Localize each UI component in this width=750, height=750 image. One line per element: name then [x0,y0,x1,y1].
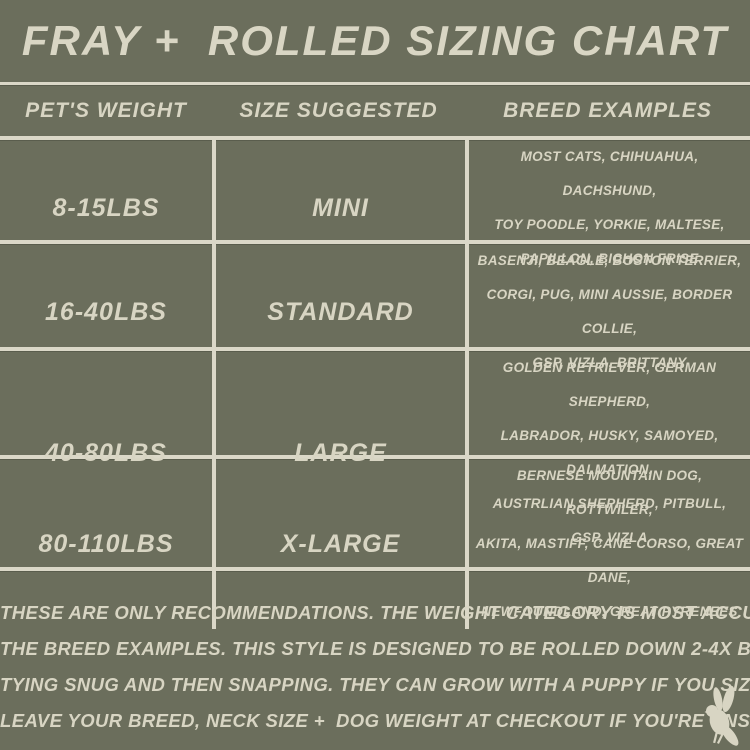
breed-line: BERNESE MOUNTAIN DOG, ROTTWILER, [516,468,703,517]
breed-line: LABRADOR, HUSKY, SAMOYED, DALMATION, [500,428,719,477]
column-header-size-suggested: SIZE SUGGESTED [239,98,438,122]
row-divider [0,240,750,244]
size-cell: STANDARD [212,244,465,380]
footer-note: THESE ARE ONLY RECOMMENDATIONS. THE WEIG… [0,571,750,739]
breed-line: MOST CATS, CHIHUAHUA, DACHSHUND, [520,149,699,198]
size-cell: MINI [212,140,465,276]
size-cell: LARGE [212,351,465,555]
table-row-mini: 8-15LBS MINI MOST CATS, CHIHUAHUA, DACHS… [0,140,750,276]
weight-cell: 80-110LBS [38,529,174,558]
weight-cell: 40-80LBS [45,438,167,467]
table-row-large: 40-80LBS LARGE GOLDEN RETRIEVER, GERMAN … [0,351,750,555]
breed-line: PAPILLON, BICHON FRISE [520,251,699,266]
footer-line: THESE ARE ONLY RECOMMENDATIONS. THE WEIG… [0,602,750,623]
row-divider [0,455,750,459]
breeds-cell: BASENJI, BEAGLE, BOSTON TERRIER, CORGI, … [465,244,750,380]
title-area: FRAY + ROLLED SIZING CHART [0,0,750,82]
divider-under-header [0,136,750,140]
breeds-cell: GOLDEN RETRIEVER, GERMAN SHEPHERD, LABRA… [465,351,750,555]
weight-cell: 8-15LBS [52,193,160,222]
column-header-pets-weight: PET'S WEIGHT [25,98,187,122]
size-cell: X-LARGE [212,459,465,629]
footer-line: LEAVE YOUR BREED, NECK SIZE + DOG WEIGHT… [0,710,750,731]
breed-line: AUSTRLIAN SHEPHERD, PITBULL, GSP, VIZLA [492,496,727,545]
breed-line: GSP, VIZLA, BRITTANY [532,355,687,370]
breed-line: GOLDEN RETRIEVER, GERMAN SHEPHERD, [502,360,717,409]
table-row-standard: 16-40LBS STANDARD BASENJI, BEAGLE, BOSTO… [0,244,750,380]
column-header-breed-examples: BREED EXAMPLES [503,98,712,122]
divider-under-title [0,82,750,85]
table-header-row: PET'S WEIGHT SIZE SUGGESTED BREED EXAMPL… [0,85,750,136]
row-divider [0,347,750,351]
footer-line: THE BREED EXAMPLES. THIS STYLE IS DESIGN… [0,638,750,659]
breed-line: NEWFOUNDLAND, GREAT PYRENEES [481,604,738,619]
breeds-cell: BERNESE MOUNTAIN DOG, ROTTWILER, AKITA, … [465,459,750,629]
table-row-x-large: 80-110LBS X-LARGE BERNESE MOUNTAIN DOG, … [0,459,750,629]
footer-line: TYING SNUG AND THEN SNAPPING. THEY CAN G… [0,674,750,695]
breed-line: BASENJI, BEAGLE, BOSTON TERRIER, [477,253,742,268]
breed-line: CORGI, PUG, MINI AUSSIE, BORDER COLLIE, [486,287,733,336]
flying-bird-icon [704,686,739,746]
page-title: FRAY + ROLLED SIZING CHART [21,17,729,64]
breed-line: AKITA, MASTIFF, CANE CORSO, GREAT DANE, [475,536,744,585]
weight-cell: 16-40LBS [45,297,167,326]
breed-line: TOY POODLE, YORKIE, MALTESE, [494,217,725,232]
breeds-cell: MOST CATS, CHIHUAHUA, DACHSHUND, TOY POO… [465,140,750,276]
divider-above-footer [0,567,750,571]
